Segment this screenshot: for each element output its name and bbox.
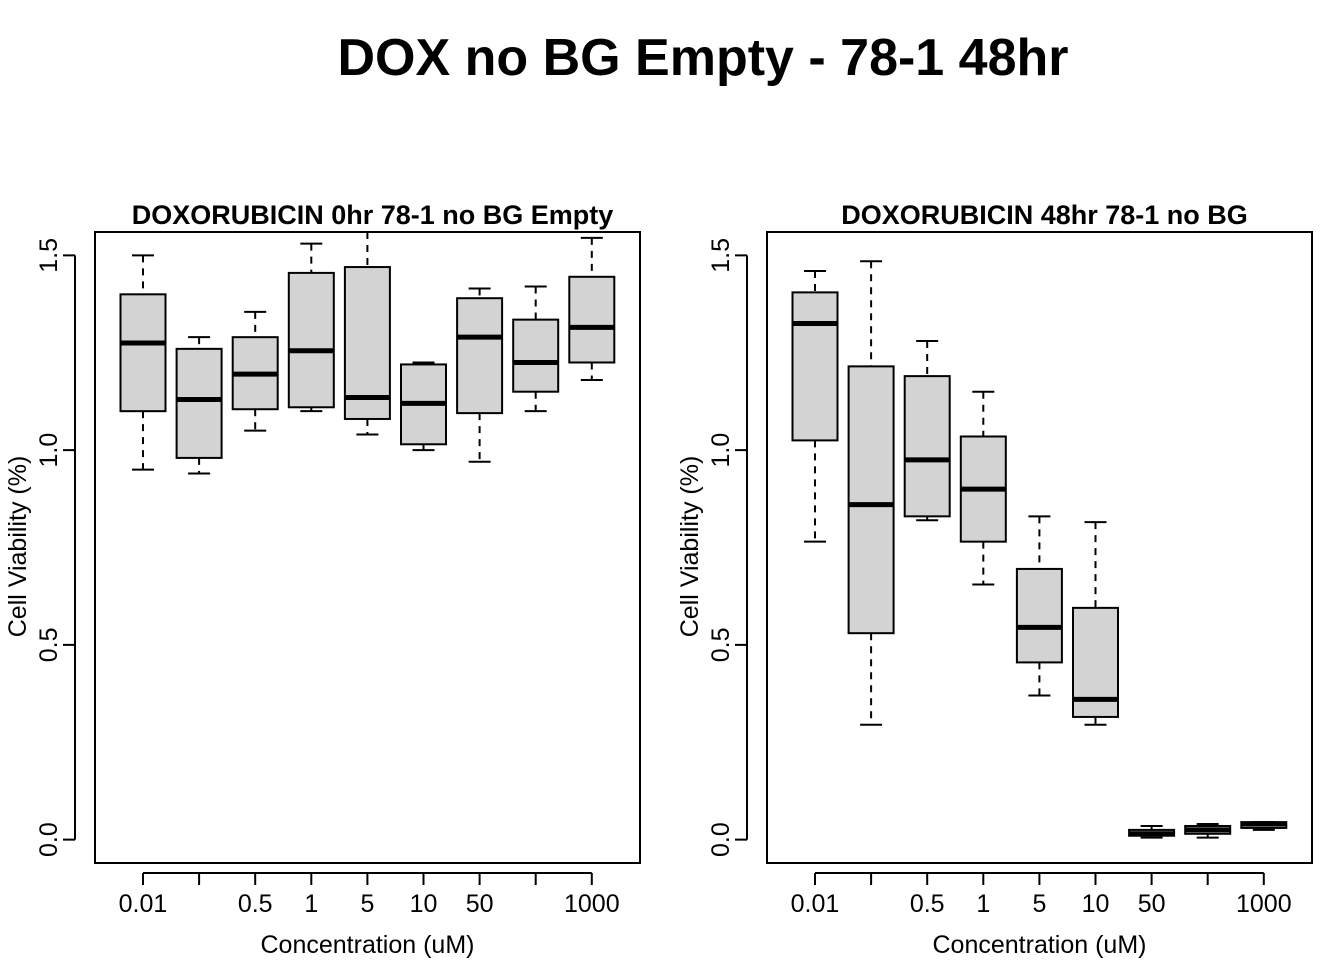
- box-50: [1128, 824, 1176, 839]
- box-iqr: [791, 291, 839, 442]
- x-axis-label: Concentration (uM): [933, 931, 1147, 959]
- x-tick-label: 50: [1138, 890, 1166, 918]
- y-tick-label: 1.0: [707, 433, 735, 468]
- box-5: [1015, 515, 1063, 697]
- y-axis-label: Cell Viability (%): [676, 456, 704, 638]
- plot-frame: [94, 231, 641, 864]
- x-tick-label: 0.5: [238, 890, 273, 918]
- box-iqr: [903, 375, 951, 518]
- panel-title: DOXORUBICIN 0hr 78-1 no BG Empty: [132, 200, 614, 230]
- x-tick-label: 0.01: [119, 890, 168, 918]
- box-0.5: [903, 340, 951, 522]
- y-axis-label: Cell Viability (%): [4, 456, 32, 638]
- box-0.1: [847, 260, 895, 726]
- box-10: [400, 361, 447, 452]
- plot-frame: [766, 231, 1313, 864]
- y-tick-label: 0.5: [35, 627, 63, 662]
- x-tick-label: 0.01: [791, 890, 840, 918]
- y-tick-label: 0.0: [35, 822, 63, 857]
- box-iqr: [512, 318, 560, 393]
- x-axis-label: Concentration (uM): [261, 931, 475, 959]
- x-tick-label: 1000: [1236, 890, 1292, 918]
- box-100: [512, 285, 560, 413]
- y-tick-label: 1.5: [707, 238, 735, 273]
- box-10: [1072, 521, 1119, 726]
- box-iqr: [343, 266, 391, 420]
- box-100: [1184, 823, 1232, 839]
- x-tick-label: 10: [1082, 890, 1110, 918]
- box-5: [343, 231, 391, 436]
- x-tick-label: 50: [466, 890, 494, 918]
- box-0.5: [231, 310, 279, 432]
- box-iqr: [456, 297, 504, 415]
- x-tick-label: 0.5: [910, 890, 945, 918]
- y-tick-label: 1.0: [35, 433, 63, 468]
- box-50: [456, 287, 504, 463]
- main-title: DOX no BG Empty - 78-1 48hr: [337, 29, 1069, 87]
- box-iqr: [119, 293, 167, 413]
- panel-title: DOXORUBICIN 48hr 78-1 no BG: [841, 200, 1248, 230]
- y-tick-label: 0.5: [707, 627, 735, 662]
- box-1000: [1240, 821, 1288, 831]
- box-0.01: [791, 269, 839, 543]
- box-iqr: [1015, 567, 1063, 664]
- box-1: [959, 390, 1007, 586]
- chart-panel-1: DOXORUBICIN 0hr 78-1 no BG Empty 0.0 0.5 1.…: [4, 200, 641, 959]
- x-tick-label: 5: [1032, 890, 1046, 918]
- chart-panel-2: DOXORUBICIN 48hr 78-1 no BG 0.0 0.5 1.0 1.5 0…: [676, 200, 1313, 959]
- box-iqr: [847, 365, 895, 635]
- x-tick-label: 1: [976, 890, 990, 918]
- y-tick-label: 0.0: [707, 822, 735, 857]
- box-0.1: [175, 336, 223, 475]
- x-tick-label: 1000: [564, 890, 620, 918]
- box-0.01: [119, 254, 167, 471]
- x-tick-label: 1: [304, 890, 318, 918]
- box-iqr: [175, 347, 223, 459]
- box-1: [287, 242, 335, 413]
- y-tick-label: 1.5: [35, 238, 63, 273]
- x-tick-label: 10: [410, 890, 438, 918]
- box-iqr: [287, 271, 335, 409]
- box-1000: [568, 236, 616, 382]
- x-tick-label: 5: [360, 890, 374, 918]
- box-iqr: [568, 275, 616, 364]
